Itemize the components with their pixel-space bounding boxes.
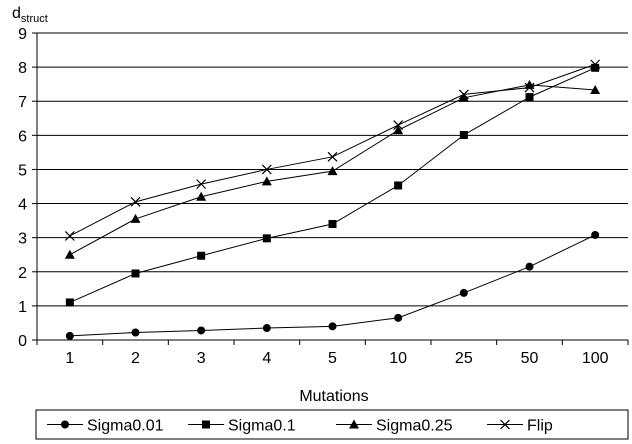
series-group xyxy=(64,59,601,340)
y-axis-title-main: d xyxy=(12,5,21,22)
x-tick-label: 10 xyxy=(389,350,407,367)
data-point xyxy=(394,181,403,190)
legend-marker xyxy=(61,420,69,429)
legend-marker xyxy=(202,420,210,429)
data-point xyxy=(262,234,271,243)
x-tick-label: 50 xyxy=(521,350,539,367)
data-point xyxy=(197,326,206,335)
y-tick-label: 7 xyxy=(18,94,27,111)
x-tick-label: 5 xyxy=(328,350,337,367)
data-point xyxy=(393,125,404,135)
x-tick-label: 2 xyxy=(131,350,140,367)
data-point xyxy=(524,82,535,93)
data-point xyxy=(459,288,468,297)
x-tick-label: 3 xyxy=(197,350,206,367)
y-tick-label: 8 xyxy=(18,60,27,77)
legend-item: Flip xyxy=(487,418,553,435)
data-point xyxy=(197,251,206,260)
series-sigma0-25 xyxy=(64,79,601,259)
x-tick-label: 25 xyxy=(455,350,473,367)
legend-item: Sigma0.01 xyxy=(47,418,164,435)
data-point xyxy=(525,93,534,102)
data-point xyxy=(327,151,338,162)
series-line-sigma0-1 xyxy=(69,67,596,303)
y-axis-title-subscript: struct xyxy=(21,13,48,25)
y-tick-label: 2 xyxy=(18,265,27,282)
series-line-sigma0-01 xyxy=(69,234,596,337)
y-tick-label: 4 xyxy=(18,197,27,214)
series-flip xyxy=(64,59,601,241)
data-point xyxy=(393,120,404,131)
data-point xyxy=(590,84,601,94)
x-tick-label: 100 xyxy=(582,350,609,367)
y-tick-labels: 0 1 2 3 4 5 6 7 8 9 xyxy=(18,26,27,350)
data-point xyxy=(65,298,74,307)
axes xyxy=(32,32,629,345)
data-point xyxy=(525,262,534,271)
x-tick-label: 1 xyxy=(65,350,74,367)
y-tick-label: 3 xyxy=(18,231,27,248)
legend-marker xyxy=(500,419,510,430)
data-point xyxy=(131,328,140,337)
data-point xyxy=(262,324,271,333)
legend-box xyxy=(35,409,629,440)
data-point xyxy=(196,191,207,201)
y-axis-title: dstruct xyxy=(12,5,48,25)
data-point xyxy=(328,220,337,229)
x-axis-title: Mutations xyxy=(299,388,368,405)
data-point xyxy=(459,130,468,139)
x-tick-label: 4 xyxy=(262,350,271,367)
data-point xyxy=(261,164,272,175)
y-tick-label: 6 xyxy=(18,128,27,145)
series-sigma0-1 xyxy=(65,63,600,307)
data-point xyxy=(130,196,141,207)
data-point xyxy=(130,213,141,223)
legend-label: Sigma0.1 xyxy=(228,418,296,435)
data-point xyxy=(196,179,207,190)
legend-item: Sigma0.25 xyxy=(336,418,453,435)
data-point xyxy=(394,313,403,322)
legend: Sigma0.01 Sigma0.1 Sigma0.25 Flip xyxy=(35,409,629,440)
data-point xyxy=(131,269,140,278)
legend-marker xyxy=(349,419,359,429)
y-tick-label: 1 xyxy=(18,299,27,316)
x-tick-labels: 1 2 3 4 5 10 25 50 100 xyxy=(65,350,608,367)
data-point xyxy=(64,249,75,259)
legend-label: Sigma0.01 xyxy=(87,418,164,435)
data-point xyxy=(458,89,469,100)
legend-label: Flip xyxy=(527,418,553,435)
data-point xyxy=(458,92,469,102)
y-tick-label: 5 xyxy=(18,162,27,179)
series-sigma0-01 xyxy=(65,230,600,340)
data-point xyxy=(65,331,74,340)
data-point xyxy=(328,322,337,331)
legend-label: Sigma0.25 xyxy=(376,418,453,435)
data-point xyxy=(590,59,601,70)
data-point xyxy=(261,176,272,186)
data-point xyxy=(327,166,338,176)
y-tick-label: 0 xyxy=(18,333,27,350)
data-point xyxy=(64,231,75,241)
y-tick-label: 9 xyxy=(18,26,27,43)
series-line-flip xyxy=(69,63,596,237)
legend-item: Sigma0.1 xyxy=(188,418,296,435)
data-point xyxy=(591,230,600,239)
data-point xyxy=(591,63,600,72)
